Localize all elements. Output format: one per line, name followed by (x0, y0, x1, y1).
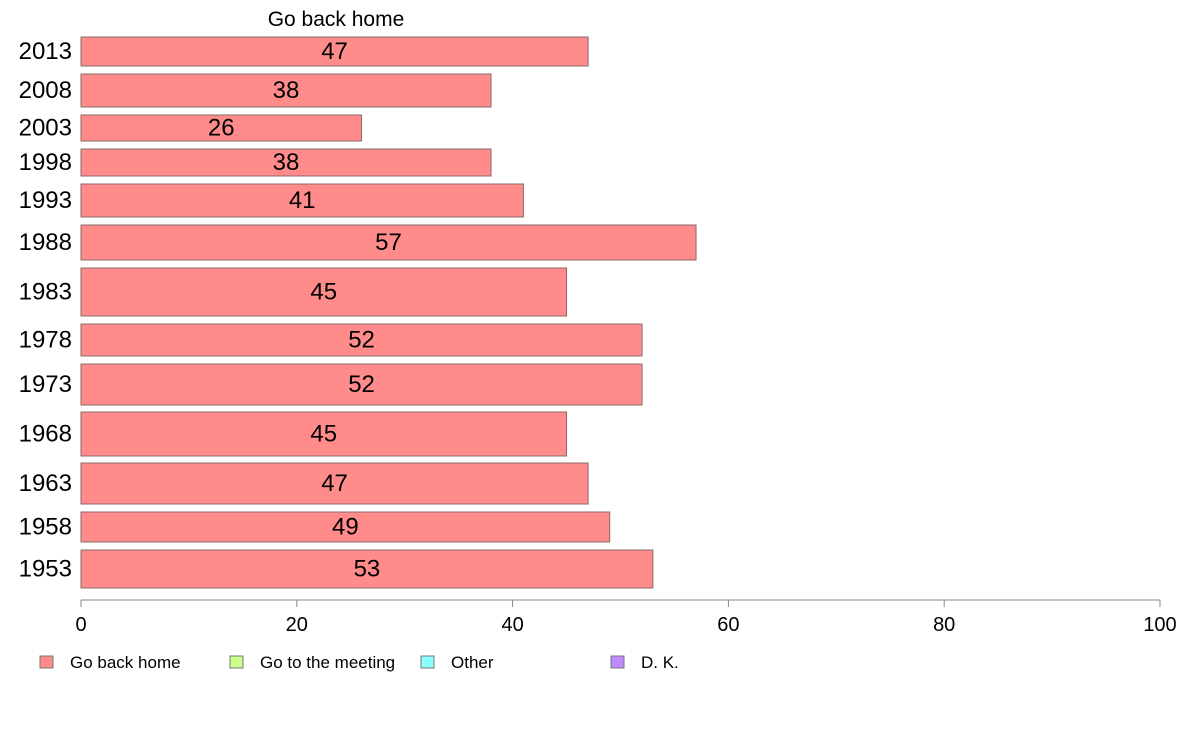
legend-label-0: Go back home (70, 653, 181, 672)
category-label-1983: 1983 (19, 279, 72, 306)
bar-value-label-1993: 41 (289, 187, 316, 214)
bar-value-label-1978: 52 (348, 327, 375, 354)
bar-value-label-2003: 26 (208, 115, 235, 142)
bar-value-label-2013: 47 (321, 38, 348, 65)
x-tick-label-60: 60 (717, 614, 739, 636)
bar-2003-s0 (80, 114, 363, 142)
legend-swatch-1 (229, 655, 244, 669)
legend-label-2: Other (451, 653, 494, 672)
bar-1958-s0 (80, 511, 611, 543)
bar-1973-s0 (80, 363, 643, 406)
bar-value-label-2008: 38 (273, 77, 300, 104)
bar-1993-s0 (80, 183, 524, 218)
bar-1963-s0 (80, 462, 589, 505)
category-label-1993: 1993 (19, 187, 72, 214)
x-axis: 0 20 40 60 80 100 (75, 599, 1177, 636)
bar-value-label-1998: 38 (273, 149, 300, 176)
category-label-1953: 1953 (19, 556, 72, 583)
bar-1968-s0 (80, 411, 568, 457)
legend: Go back home Go to the meeting Other D. K. (39, 653, 679, 672)
bar-2013-s0 (80, 36, 589, 67)
bar-value-label-1958: 49 (332, 514, 359, 541)
category-label-1978: 1978 (19, 327, 72, 354)
category-label-1988: 1988 (19, 229, 72, 256)
bar-value-label-1953: 53 (354, 556, 381, 583)
bar-1953-s0 (80, 549, 654, 589)
category-label-1958: 1958 (19, 514, 72, 541)
category-labels: 2013 2008 2003 1998 1993 1988 1983 1978 1973 1968… (19, 38, 72, 583)
legend-label-3: D. K. (641, 653, 679, 672)
category-label-1968: 1968 (19, 421, 72, 448)
x-tick-label-100: 100 (1143, 614, 1176, 636)
category-label-2013: 2013 (19, 38, 72, 65)
x-tick-label-0: 0 (75, 614, 86, 636)
bar-1998-s0 (80, 148, 492, 177)
category-label-1973: 1973 (19, 371, 72, 398)
x-tick-label-80: 80 (933, 614, 955, 636)
bar-1988-s0 (80, 224, 697, 261)
bar-1983-s0 (80, 267, 568, 317)
bar-value-label-1968: 45 (310, 421, 337, 448)
x-tick-label-20: 20 (286, 614, 308, 636)
legend-swatch-0 (39, 655, 54, 669)
bars-group: 47 38 26 38 41 57 45 52 52 45 47 49 53 (80, 36, 697, 589)
x-tick-label-40: 40 (501, 614, 523, 636)
series-header: Go back home (268, 8, 405, 31)
bar-value-label-1988: 57 (375, 229, 402, 256)
bar-value-label-1963: 47 (321, 470, 348, 497)
legend-swatch-3 (610, 655, 625, 669)
bar-value-label-1983: 45 (310, 279, 337, 306)
category-label-1963: 1963 (19, 470, 72, 497)
bar-value-label-1973: 52 (348, 371, 375, 398)
category-label-2008: 2008 (19, 77, 72, 104)
category-label-2003: 2003 (19, 115, 72, 142)
legend-swatch-2 (420, 655, 435, 669)
bar-1978-s0 (80, 323, 643, 357)
bar-2008-s0 (80, 73, 492, 108)
category-label-1998: 1998 (19, 149, 72, 176)
legend-label-1: Go to the meeting (260, 653, 395, 672)
